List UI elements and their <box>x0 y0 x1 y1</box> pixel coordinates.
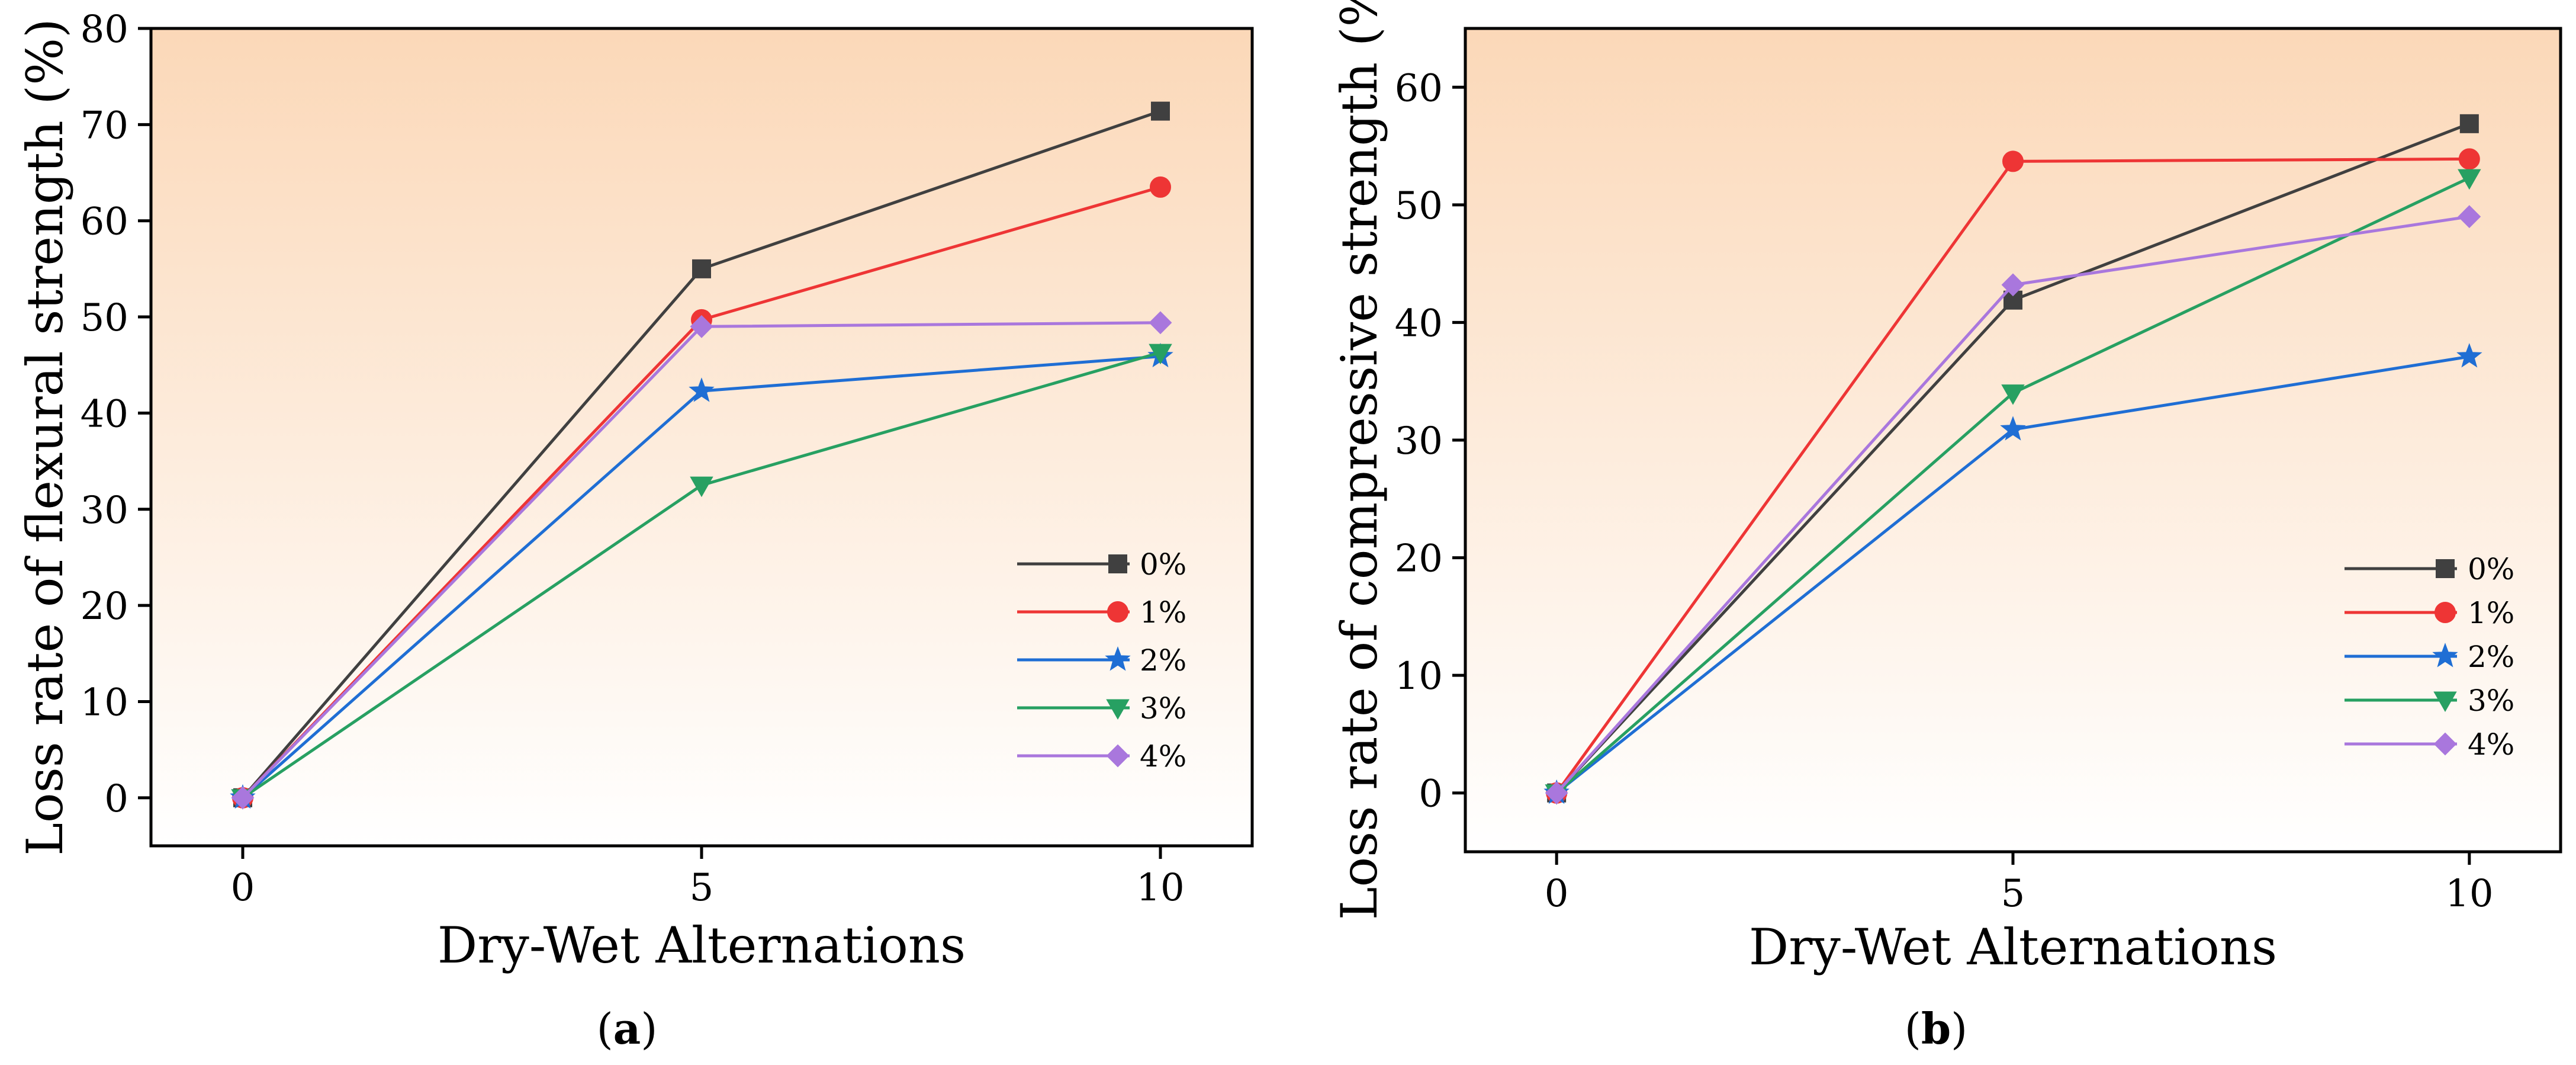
data-point-marker <box>2458 169 2481 190</box>
legend-marker <box>2435 602 2456 623</box>
data-point-marker <box>690 476 713 498</box>
data-point-marker <box>2459 114 2479 133</box>
x-tick-label: 0 <box>231 866 255 910</box>
panel-label: a <box>613 1003 641 1054</box>
x-axis-label: Dry-Wet Alternations <box>1749 918 2277 976</box>
legend-label: 0% <box>2468 552 2514 586</box>
data-point-marker <box>690 315 713 338</box>
y-tick-label: 50 <box>1395 184 1443 228</box>
y-tick-label: 40 <box>81 392 128 436</box>
y-tick-label: 60 <box>81 200 128 244</box>
x-tick-label: 10 <box>1136 866 1184 910</box>
data-point-marker <box>689 377 715 402</box>
legend-label: 2% <box>1140 643 1186 678</box>
y-tick-label: 30 <box>81 489 128 532</box>
legend-marker <box>2433 732 2457 756</box>
data-point-marker <box>2456 343 2482 368</box>
legend-item: 0% <box>2345 552 2514 586</box>
legend-marker <box>1107 601 1128 623</box>
y-tick-label: 0 <box>104 777 128 821</box>
legend-item: 2% <box>1017 643 1186 678</box>
legend-marker <box>2432 643 2458 668</box>
legend-item: 1% <box>1017 595 1186 630</box>
data-point-marker <box>692 259 711 278</box>
legend-item: 1% <box>2345 596 2514 630</box>
legend-item: 4% <box>2345 727 2514 762</box>
legend-marker <box>1106 744 1130 768</box>
y-tick-label: 10 <box>81 681 128 724</box>
y-tick-label: 80 <box>81 8 128 52</box>
legend-item: 2% <box>2345 640 2514 674</box>
legend-label: 3% <box>2468 684 2514 718</box>
data-point-marker <box>1151 101 1170 121</box>
plot-area-background <box>151 28 1252 846</box>
data-point-marker <box>2001 273 2025 297</box>
y-tick-label: 0 <box>1419 772 1443 816</box>
legend-marker <box>1105 646 1131 671</box>
y-tick-label: 20 <box>1395 537 1443 581</box>
y-tick-label: 10 <box>1395 655 1443 698</box>
chart-panel-a: 0 10 20 30 40 50 60 70 80 0 5 10 0% 1% 2% 3% 4% Loss ra… <box>16 8 1254 1054</box>
legend-marker <box>1108 554 1127 573</box>
data-point-marker <box>1149 344 1172 365</box>
legend-label: 2% <box>2468 640 2514 674</box>
legend-item: 3% <box>2345 684 2514 718</box>
series-4pct <box>231 311 1172 810</box>
legend-label: 4% <box>1140 739 1186 774</box>
data-point-marker <box>1545 781 1568 805</box>
x-tick-label: 5 <box>690 866 714 910</box>
legend-label: 3% <box>1140 691 1186 726</box>
data-point-marker <box>2001 384 2025 405</box>
legend-item: 3% <box>1017 691 1186 726</box>
x-axis-label: Dry-Wet Alternations <box>438 916 966 974</box>
legend-label: 4% <box>2468 727 2514 762</box>
panel-label: b <box>1921 1003 1951 1054</box>
x-tick-label: 10 <box>2445 872 2493 916</box>
legend-marker <box>2433 691 2457 713</box>
y-tick-label: 60 <box>1395 66 1443 110</box>
series-4pct <box>1545 205 2481 805</box>
data-point-marker <box>1150 176 1171 198</box>
y-tick-label: 40 <box>1395 301 1443 345</box>
panel-caption: (b) <box>1905 1003 1968 1054</box>
panel-caption: (a) <box>597 1003 658 1054</box>
legend-item: 0% <box>1017 547 1186 582</box>
legend-marker <box>1106 699 1130 720</box>
x-tick-label: 5 <box>2001 872 2025 916</box>
data-point-marker <box>231 786 255 810</box>
x-tick-label: 0 <box>1545 872 1569 916</box>
legend-label: 0% <box>1140 547 1186 582</box>
legend: 0% 1% 2% 3% 4% <box>2345 552 2514 762</box>
legend-label: 1% <box>2468 596 2514 630</box>
y-axis-label: Loss rate of compressive strength (%) <box>1330 0 1388 920</box>
y-tick-label: 50 <box>81 296 128 340</box>
y-axis-label: Loss rate of flexural strength (%) <box>16 18 74 856</box>
y-tick-label: 70 <box>81 104 128 147</box>
data-point-marker <box>2002 150 2024 172</box>
data-point-marker <box>1149 311 1172 335</box>
y-tick-label: 30 <box>1395 419 1443 463</box>
legend: 0% 1% 2% 3% 4% <box>1017 547 1186 774</box>
legend-marker <box>2436 559 2455 578</box>
data-point-marker <box>2000 416 2026 441</box>
chart-panel-b: 0 10 20 30 40 50 60 0 5 10 0% 1% 2% 3% 4% Loss rate o… <box>1330 0 2562 1054</box>
y-tick-label: 20 <box>81 585 128 628</box>
legend-label: 1% <box>1140 595 1186 630</box>
data-point-marker <box>2458 148 2480 170</box>
data-point-marker <box>2458 205 2481 229</box>
legend-item: 4% <box>1017 739 1186 774</box>
